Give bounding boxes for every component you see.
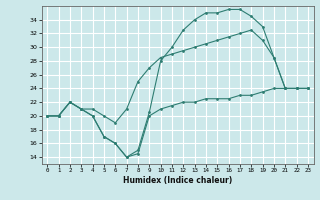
X-axis label: Humidex (Indice chaleur): Humidex (Indice chaleur): [123, 176, 232, 185]
